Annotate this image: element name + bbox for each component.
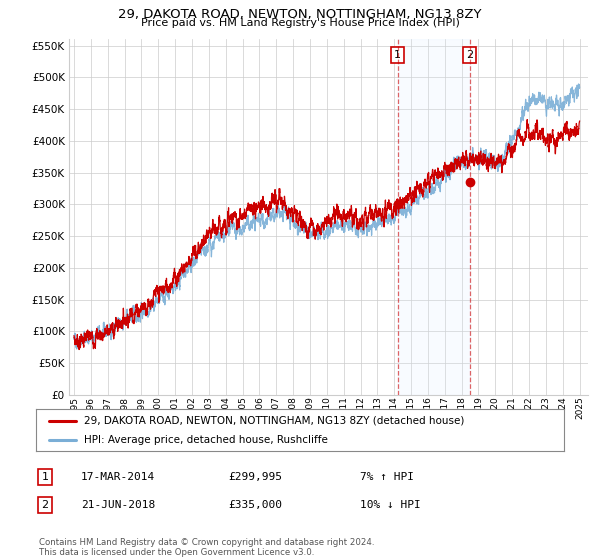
- Text: 29, DAKOTA ROAD, NEWTON, NOTTINGHAM, NG13 8ZY: 29, DAKOTA ROAD, NEWTON, NOTTINGHAM, NG1…: [118, 8, 482, 21]
- Text: 2: 2: [41, 500, 49, 510]
- Text: 1: 1: [41, 472, 49, 482]
- Text: Contains HM Land Registry data © Crown copyright and database right 2024.
This d: Contains HM Land Registry data © Crown c…: [39, 538, 374, 557]
- Text: 10% ↓ HPI: 10% ↓ HPI: [360, 500, 421, 510]
- Text: 21-JUN-2018: 21-JUN-2018: [81, 500, 155, 510]
- Text: 7% ↑ HPI: 7% ↑ HPI: [360, 472, 414, 482]
- Text: 2: 2: [466, 50, 473, 60]
- Text: £335,000: £335,000: [228, 500, 282, 510]
- Text: 1: 1: [394, 50, 401, 60]
- Text: 29, DAKOTA ROAD, NEWTON, NOTTINGHAM, NG13 8ZY (detached house): 29, DAKOTA ROAD, NEWTON, NOTTINGHAM, NG1…: [83, 416, 464, 426]
- Text: £299,995: £299,995: [228, 472, 282, 482]
- Bar: [398, 39, 470, 395]
- Text: HPI: Average price, detached house, Rushcliffe: HPI: Average price, detached house, Rush…: [83, 435, 328, 445]
- Text: Price paid vs. HM Land Registry's House Price Index (HPI): Price paid vs. HM Land Registry's House …: [140, 18, 460, 29]
- Text: 17-MAR-2014: 17-MAR-2014: [81, 472, 155, 482]
